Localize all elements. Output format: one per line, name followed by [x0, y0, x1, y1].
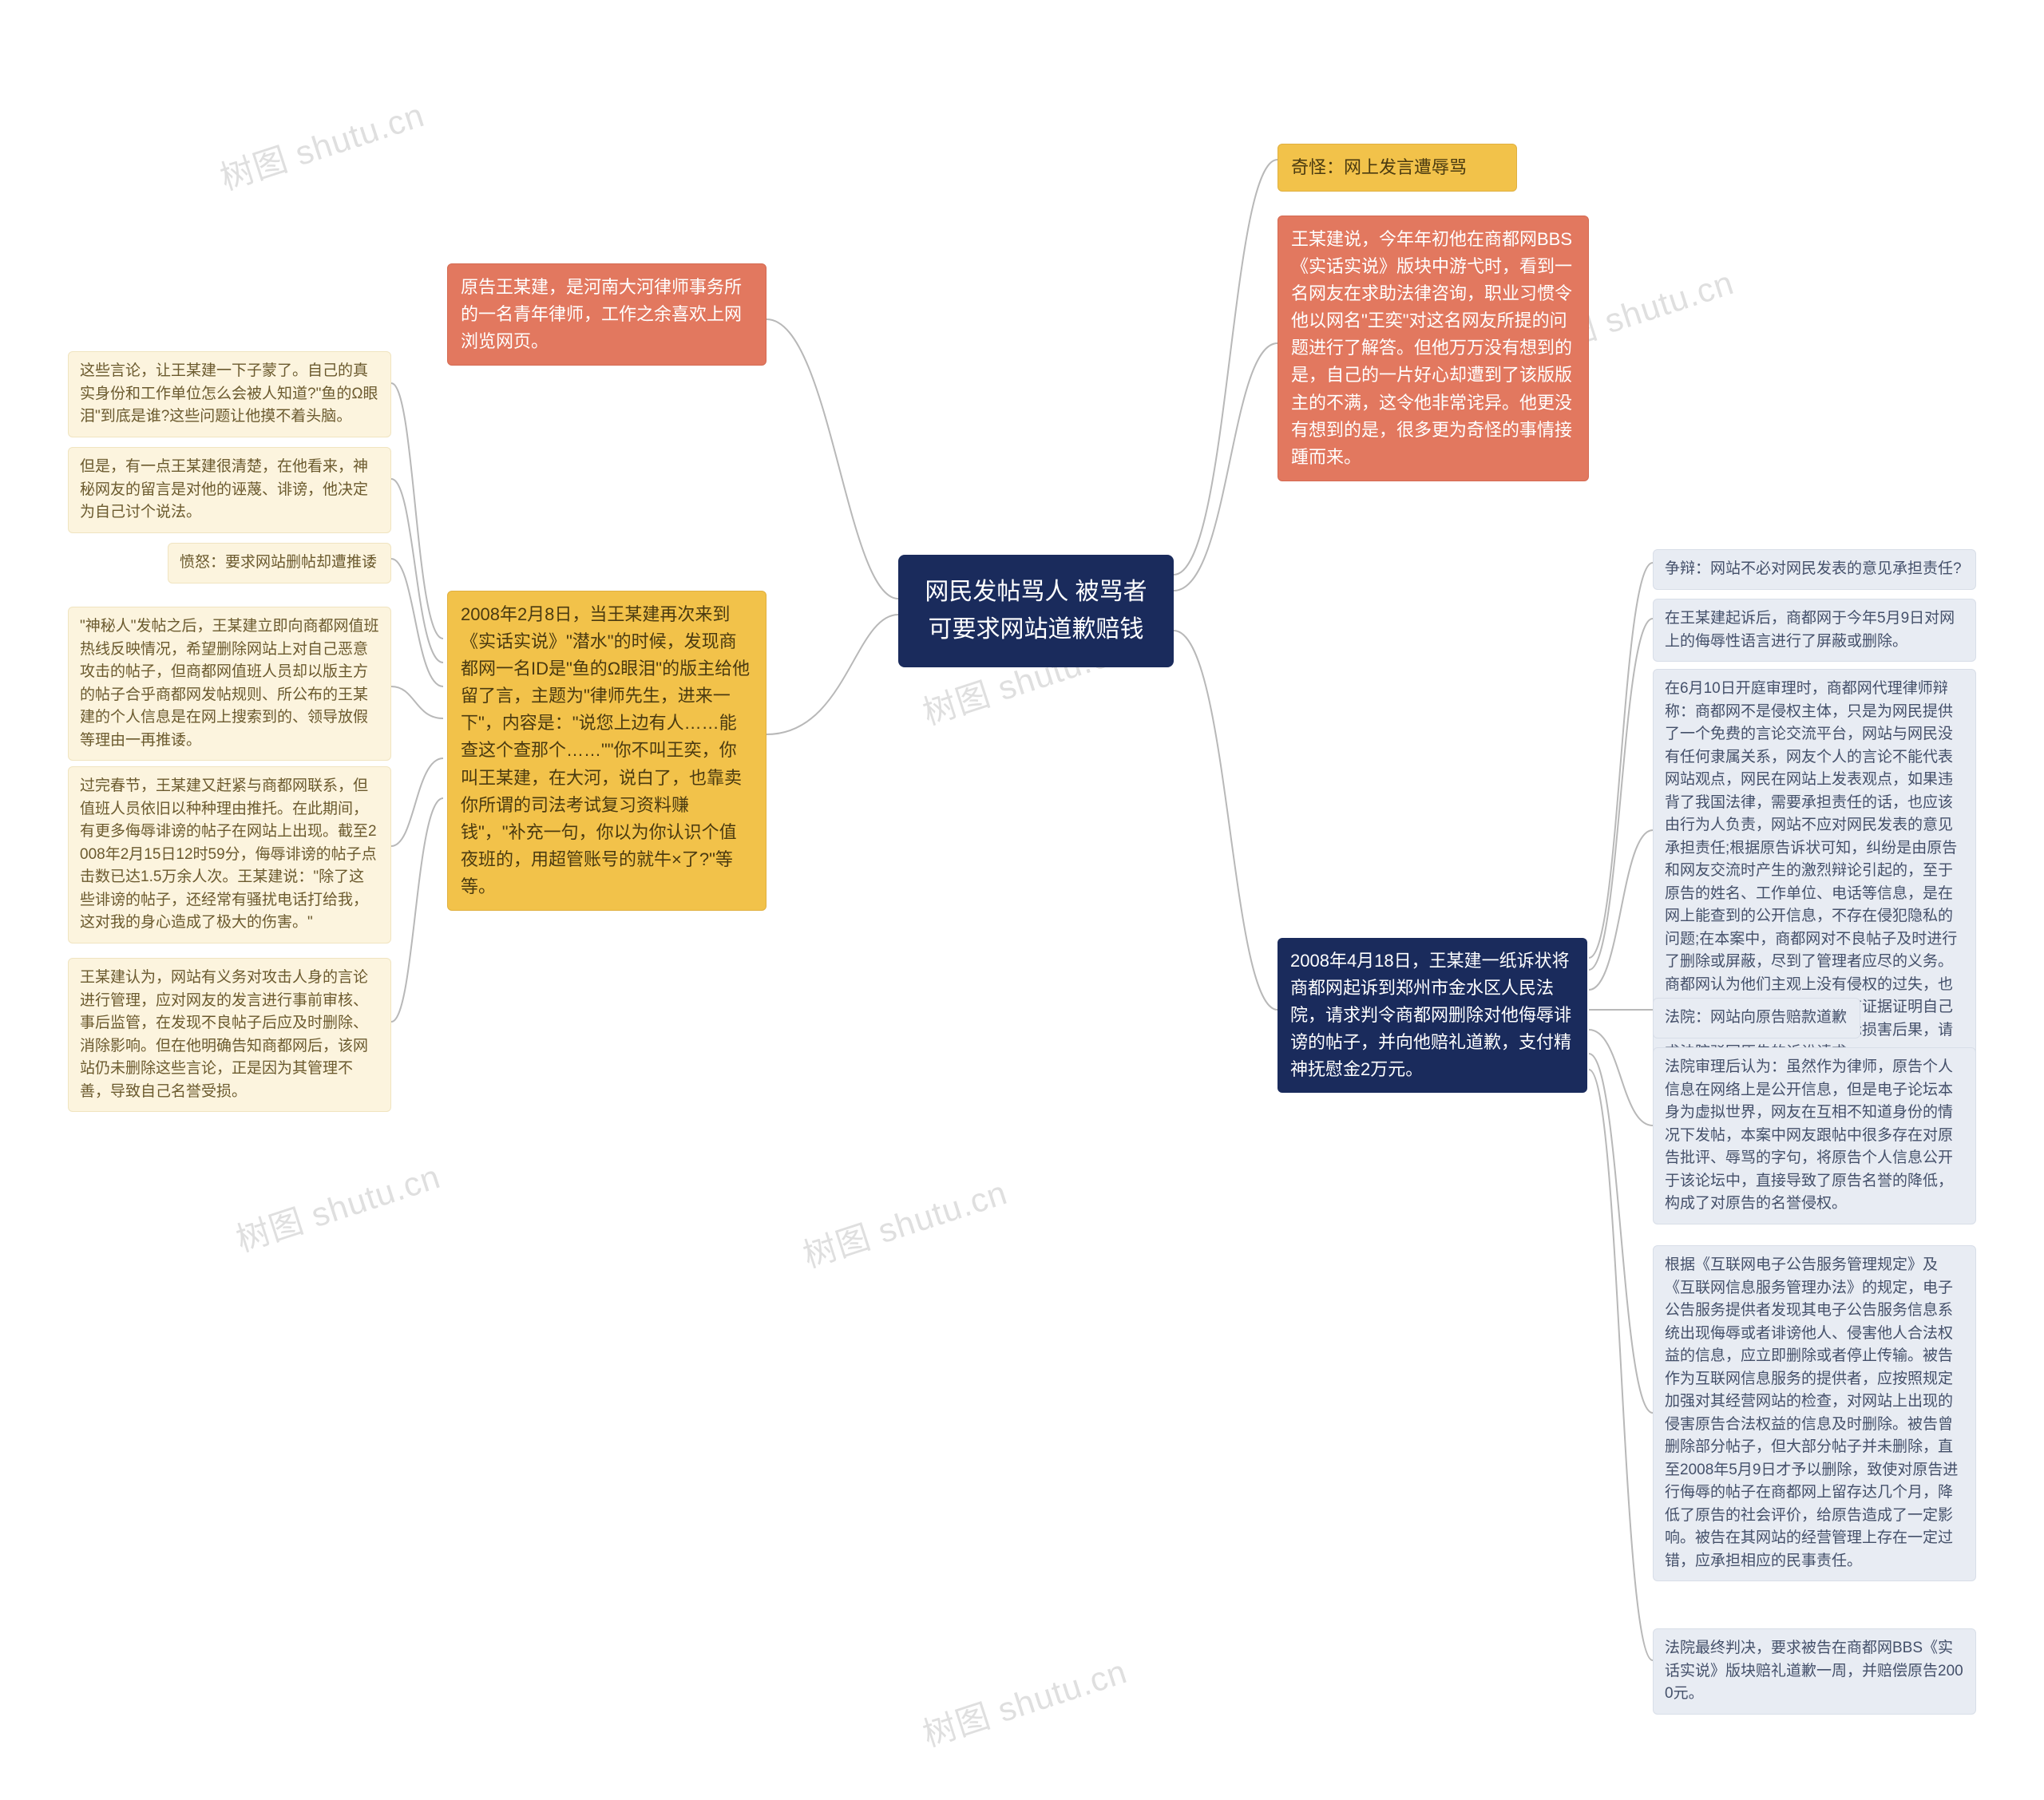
right-sub-6: 根据《互联网电子公告服务管理规定》及《互联网信息服务管理办法》的规定，电子公告服… — [1653, 1245, 1976, 1581]
right-sub-1: 争辩：网站不必对网民发表的意见承担责任? — [1653, 549, 1976, 590]
left-sub-2: 但是，有一点王某建很清楚，在他看来，神秘网友的留言是对他的诬蔑、诽谤，他决定为自… — [68, 447, 391, 533]
watermark: 树图 shutu.cn — [213, 88, 430, 200]
left-sub-5: 过完春节，王某建又赶紧与商都网联系，但值班人员依旧以种种理由推托。在此期间，有更… — [68, 766, 391, 944]
left-sub-6: 王某建认为，网站有义务对攻击人身的言论进行管理，应对网友的发言进行事前审核、事后… — [68, 958, 391, 1112]
right-node-lawsuit: 2008年4月18日，王某建一纸诉状将商都网起诉到郑州市金水区人民法院，请求判令… — [1278, 938, 1587, 1093]
left-sub-1: 这些言论，让王某建一下子蒙了。自己的真实身份和工作单位怎么会被人知道?"鱼的Ω眼… — [68, 351, 391, 437]
right-sub-4: 法院：网站向原告赔款道歉 — [1653, 998, 1860, 1038]
left-node-plaintiff: 原告王某建，是河南大河律师事务所的一名青年律师，工作之余喜欢上网浏览网页。 — [447, 263, 766, 366]
right-sub-7: 法院最终判决，要求被告在商都网BBS《实话实说》版块赔礼道歉一周，并赔偿原告20… — [1653, 1628, 1976, 1715]
watermark: 树图 shutu.cn — [229, 1149, 446, 1261]
root-node: 网民发帖骂人 被骂者可要求网站道歉赔钱 — [898, 555, 1174, 667]
left-node-event: 2008年2月8日，当王某建再次来到《实话实说》"潜水"的时候，发现商都网一名I… — [447, 591, 766, 911]
right-node-strange: 奇怪：网上发言遭辱骂 — [1278, 144, 1517, 192]
watermark: 树图 shutu.cn — [916, 1644, 1132, 1756]
right-sub-2: 在王某建起诉后，商都网于今年5月9日对网上的侮辱性语言进行了屏蔽或删除。 — [1653, 599, 1976, 662]
left-sub-3: 愤怒：要求网站删帖却遭推诿 — [168, 543, 391, 584]
right-sub-5: 法院审理后认为：虽然作为律师，原告个人信息在网络上是公开信息，但是电子论坛本身为… — [1653, 1047, 1976, 1224]
watermark: 树图 shutu.cn — [796, 1165, 1012, 1277]
left-sub-4: "神秘人"发帖之后，王某建立即向商都网值班热线反映情况，希望删除网站上对自己恶意… — [68, 607, 391, 761]
right-node-background: 王某建说，今年年初他在商都网BBS《实话实说》版块中游弋时，看到一名网友在求助法… — [1278, 216, 1589, 481]
